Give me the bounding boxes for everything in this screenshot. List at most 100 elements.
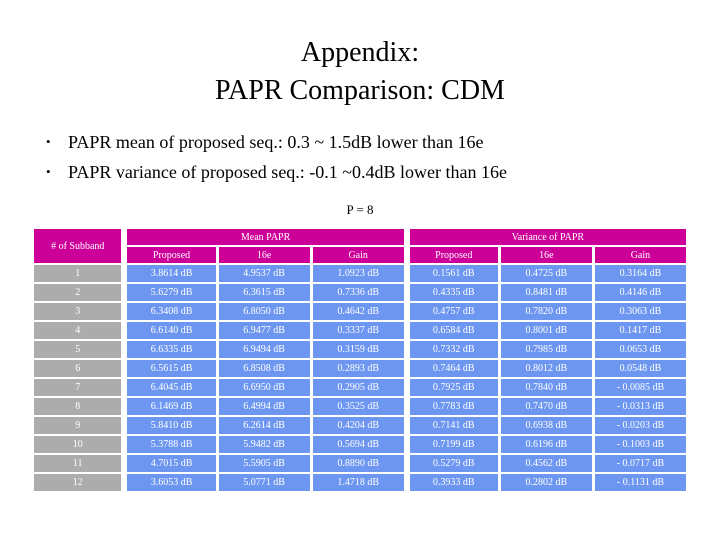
col-header-subband: # of Subband — [34, 229, 122, 263]
sub-header-gain: Gain — [312, 247, 404, 263]
subband-cell: 6 — [34, 360, 122, 377]
slide-title-line-1: Appendix: — [300, 37, 420, 68]
slide-title: Appendix: PAPR Comparison: CDM — [0, 34, 720, 110]
value-cell: 0.7925 dB — [406, 379, 498, 396]
value-cell: 1.4718 dB — [312, 474, 404, 491]
value-cell: 0.8481 dB — [500, 284, 592, 301]
table-row: 5 6.6335 dB 6.9494 dB 0.3159 dB 0.7332 dB 0.7… — [34, 341, 686, 358]
table-row: 8 6.1469 dB 6.4994 dB 0.3525 dB 0.7783 dB 0.7… — [34, 398, 686, 415]
value-cell: 0.7332 dB — [406, 341, 498, 358]
table-row: 2 5.6279 dB 6.3615 dB 0.7336 dB 0.4335 dB 0.8… — [34, 284, 686, 301]
papr-comparison-table: # of Subband Mean PAPR Variance of PAPR … — [31, 227, 689, 493]
value-cell: 3.8614 dB — [124, 265, 216, 282]
value-cell: 4.7015 dB — [124, 455, 216, 472]
bullet-icon: • — [46, 164, 51, 179]
value-cell: 1.0923 dB — [312, 265, 404, 282]
table-row: 1 3.8614 dB 4.9537 dB 1.0923 dB 0.1561 dB 0.4… — [34, 265, 686, 282]
subband-cell: 11 — [34, 455, 122, 472]
value-cell: 0.3063 dB — [594, 303, 686, 320]
value-cell: 0.7199 dB — [406, 436, 498, 453]
value-cell: 0.7840 dB — [500, 379, 592, 396]
value-cell: 6.9477 dB — [218, 322, 310, 339]
value-cell: 5.3788 dB — [124, 436, 216, 453]
value-cell: 6.5615 dB — [124, 360, 216, 377]
value-cell: 0.4335 dB — [406, 284, 498, 301]
bullet-text: PAPR variance of proposed seq.: -0.1 ~0.… — [68, 162, 508, 182]
subband-cell: 10 — [34, 436, 122, 453]
value-cell: 0.7464 dB — [406, 360, 498, 377]
bullet-list: • PAPR mean of proposed seq.: 0.3 ~ 1.5d… — [46, 130, 686, 190]
value-cell: 0.3159 dB — [312, 341, 404, 358]
value-cell: 6.6950 dB — [218, 379, 310, 396]
value-cell: - 0.0085 dB — [594, 379, 686, 396]
value-cell: 6.6140 dB — [124, 322, 216, 339]
value-cell: 0.7470 dB — [500, 398, 592, 415]
value-cell: 0.0548 dB — [594, 360, 686, 377]
bullet-item: • PAPR mean of proposed seq.: 0.3 ~ 1.5d… — [46, 130, 686, 160]
table-row: 4 6.6140 dB 6.9477 dB 0.3337 dB 0.6584 dB 0.8… — [34, 322, 686, 339]
value-cell: 6.4994 dB — [218, 398, 310, 415]
value-cell: 0.5694 dB — [312, 436, 404, 453]
value-cell: 0.7783 dB — [406, 398, 498, 415]
value-cell: 0.8012 dB — [500, 360, 592, 377]
value-cell: 0.7820 dB — [500, 303, 592, 320]
value-cell: 0.3164 dB — [594, 265, 686, 282]
value-cell: 0.3337 dB — [312, 322, 404, 339]
value-cell: 0.8001 dB — [500, 322, 592, 339]
papr-table-container: # of Subband Mean PAPR Variance of PAPR … — [31, 227, 689, 493]
value-cell: 0.6584 dB — [406, 322, 498, 339]
value-cell: 0.4725 dB — [500, 265, 592, 282]
table-row: 6 6.5615 dB 6.8508 dB 0.2893 dB 0.7464 dB 0.8… — [34, 360, 686, 377]
value-cell: 6.1469 dB — [124, 398, 216, 415]
subband-cell: 1 — [34, 265, 122, 282]
value-cell: - 0.1131 dB — [594, 474, 686, 491]
value-cell: 4.9537 dB — [218, 265, 310, 282]
value-cell: 5.9482 dB — [218, 436, 310, 453]
sub-header-row: Proposed 16e Gain Proposed 16e Gain — [34, 247, 686, 263]
value-cell: 0.4204 dB — [312, 417, 404, 434]
subband-cell: 4 — [34, 322, 122, 339]
value-cell: 0.4642 dB — [312, 303, 404, 320]
subband-cell: 2 — [34, 284, 122, 301]
value-cell: 0.3525 dB — [312, 398, 404, 415]
value-cell: 5.6279 dB — [124, 284, 216, 301]
group-header-row: # of Subband Mean PAPR Variance of PAPR — [34, 229, 686, 263]
table-row: 3 6.3408 dB 6.8050 dB 0.4642 dB 0.4757 dB 0.7… — [34, 303, 686, 320]
value-cell: 0.4146 dB — [594, 284, 686, 301]
value-cell: 0.2802 dB — [500, 474, 592, 491]
sub-header-gain: Gain — [594, 247, 686, 263]
papr-table-head: # of Subband Mean PAPR Variance of PAPR … — [34, 229, 686, 263]
value-cell: 0.6196 dB — [500, 436, 592, 453]
value-cell: 6.3408 dB — [124, 303, 216, 320]
sub-header-16e: 16e — [500, 247, 592, 263]
value-cell: 0.7336 dB — [312, 284, 404, 301]
value-cell: 6.8508 dB — [218, 360, 310, 377]
value-cell: 6.4045 dB — [124, 379, 216, 396]
value-cell: 6.3615 dB — [218, 284, 310, 301]
table-row: 7 6.4045 dB 6.6950 dB 0.2905 dB 0.7925 dB 0.7… — [34, 379, 686, 396]
value-cell: - 0.0717 dB — [594, 455, 686, 472]
value-cell: 6.6335 dB — [124, 341, 216, 358]
value-cell: 0.3933 dB — [406, 474, 498, 491]
value-cell: 0.4562 dB — [500, 455, 592, 472]
value-cell: - 0.0313 dB — [594, 398, 686, 415]
value-cell: 3.6053 dB — [124, 474, 216, 491]
subband-cell: 9 — [34, 417, 122, 434]
value-cell: 0.7985 dB — [500, 341, 592, 358]
table-row: 12 3.6053 dB 5.0771 dB 1.4718 dB 0.3933 dB 0.… — [34, 474, 686, 491]
table-caption: P = 8 — [346, 202, 374, 217]
value-cell: 5.0771 dB — [218, 474, 310, 491]
bullet-icon: • — [46, 134, 51, 149]
value-cell: 0.0653 dB — [594, 341, 686, 358]
value-cell: 0.1417 dB — [594, 322, 686, 339]
subband-cell: 8 — [34, 398, 122, 415]
sub-header-proposed: Proposed — [124, 247, 216, 263]
sub-header-16e: 16e — [218, 247, 310, 263]
value-cell: - 0.0203 dB — [594, 417, 686, 434]
sub-header-proposed: Proposed — [406, 247, 498, 263]
value-cell: 0.6938 dB — [500, 417, 592, 434]
value-cell: 0.7141 dB — [406, 417, 498, 434]
subband-cell: 12 — [34, 474, 122, 491]
table-row: 9 5.8410 dB 6.2614 dB 0.4204 dB 0.7141 dB 0.6… — [34, 417, 686, 434]
